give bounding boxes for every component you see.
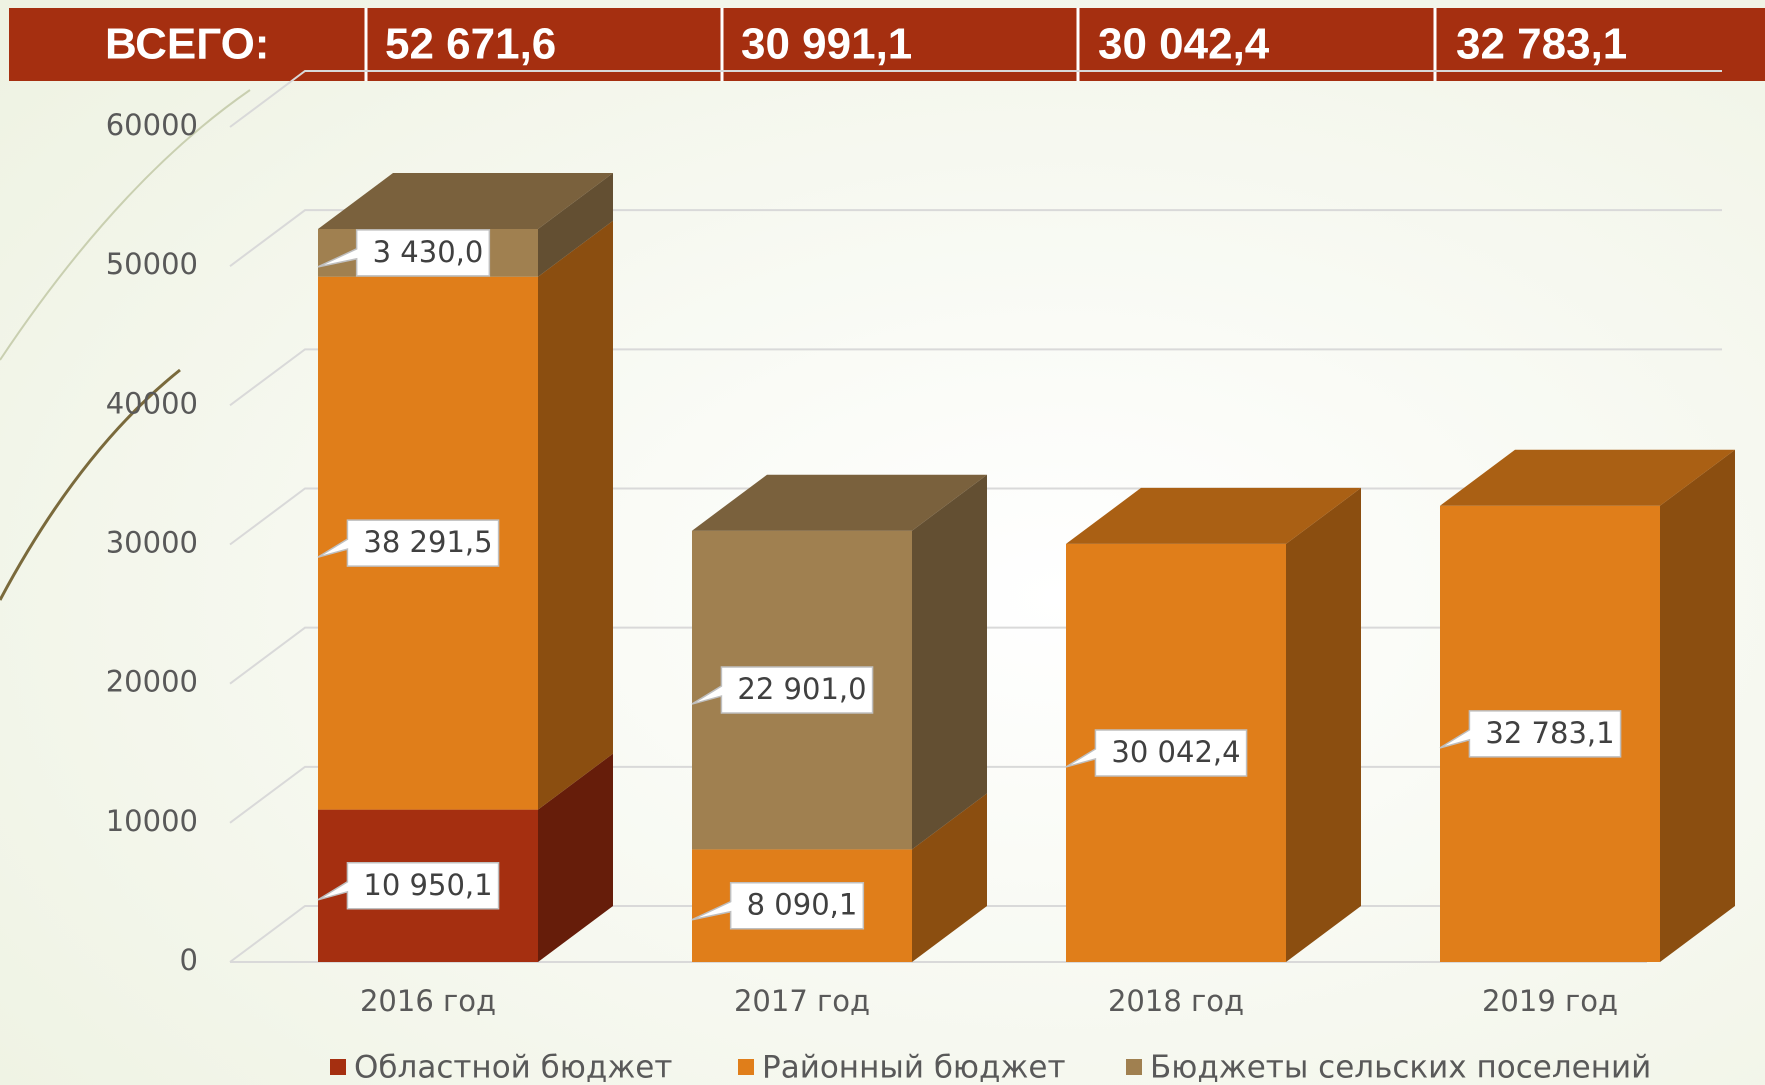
decor [0, 368, 181, 601]
data-label-text: 32 783,1 [1485, 716, 1614, 750]
data-label-box [691, 666, 874, 714]
y-tick-label: 40000 [106, 386, 198, 420]
bar-side [538, 220, 613, 810]
bar-top [318, 172, 613, 229]
legend-label: Областной бюджет [354, 1050, 672, 1085]
bar-side [538, 753, 613, 962]
data-label-text: 8 090,1 [747, 888, 858, 922]
data-label-box [691, 881, 865, 930]
data-label-text: 22 901,0 [737, 672, 866, 706]
header-total: 30 991,1 [741, 20, 912, 69]
bar-side [1286, 487, 1361, 962]
legend-swatch [1126, 1059, 1142, 1075]
header-total: 52 671,6 [385, 20, 556, 69]
data-label-text: 10 950,1 [363, 868, 492, 902]
legend-swatch [738, 1059, 754, 1075]
header-bar [9, 8, 1765, 81]
data-label-box [317, 519, 500, 567]
header-total: 32 783,1 [1456, 20, 1627, 69]
data-label-box [317, 229, 491, 277]
x-tick-label: 2016 год [360, 984, 496, 1018]
grid-line [229, 209, 1722, 267]
bar-top [1440, 449, 1735, 506]
y-tick-label: 60000 [106, 108, 198, 142]
x-tick-label: 2019 год [1482, 984, 1618, 1018]
bar-side [912, 474, 987, 850]
data-label-text: 30 042,4 [1111, 735, 1240, 769]
data-label-box [1065, 729, 1248, 777]
y-tick-label: 30000 [106, 526, 198, 560]
x-tick-label: 2017 год [734, 984, 870, 1018]
header: ВСЕГО: 52 671,6 30 991,1 30 042,4 32 783… [9, 8, 1765, 81]
bar-side [1660, 449, 1735, 962]
y-tick-label: 20000 [106, 665, 198, 699]
data-label-text: 38 291,5 [363, 525, 492, 559]
grid-line [229, 348, 1722, 407]
bar-side [538, 172, 613, 277]
data-label-text: 3 430,0 [373, 235, 484, 269]
legend-label: Районный бюджет [762, 1050, 1066, 1085]
bar-side [912, 793, 987, 962]
y-tick-label: 0 [180, 943, 198, 977]
bar-top [692, 474, 987, 531]
data-label-box [317, 862, 500, 910]
data-label-box [1439, 710, 1622, 758]
x-tick-label: 2018 год [1108, 984, 1244, 1018]
header-total: 30 042,4 [1098, 20, 1270, 69]
y-tick-label: 10000 [106, 804, 198, 838]
legend-swatch [330, 1059, 346, 1075]
bar-top [1066, 487, 1361, 544]
y-tick-label: 50000 [106, 247, 198, 281]
grid-line [229, 70, 1722, 128]
decor [0, 89, 251, 361]
legend-label: Бюджеты сельских поселений [1150, 1050, 1651, 1085]
header-label: ВСЕГО: [105, 20, 269, 69]
